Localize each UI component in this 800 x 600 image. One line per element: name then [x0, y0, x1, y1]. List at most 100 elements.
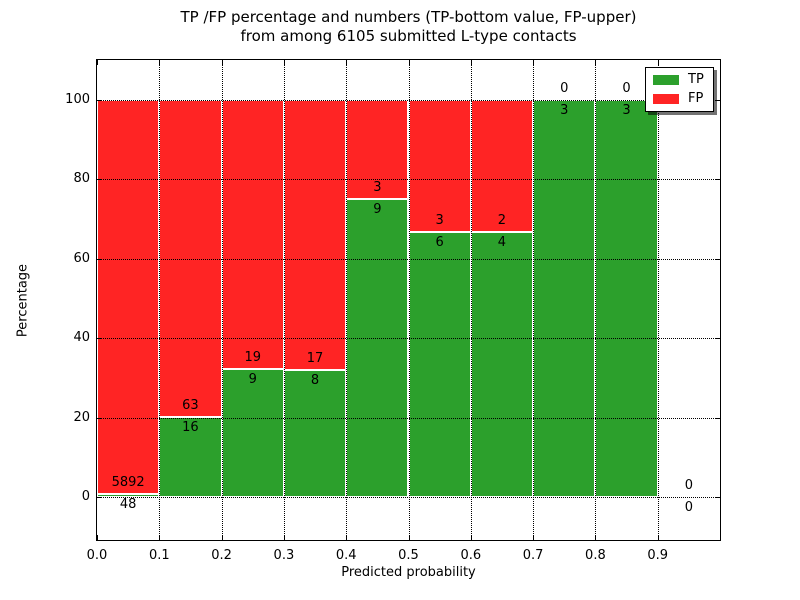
fp-count-label: 0	[622, 81, 631, 96]
vertical-gridline	[533, 60, 535, 540]
x-tick-label: 0.1	[148, 548, 170, 563]
tp-color-swatch	[653, 75, 679, 85]
tp-bar-segment	[221, 369, 284, 497]
y-tick-label: 60	[73, 250, 90, 266]
y-tick-mark-right	[715, 258, 720, 260]
x-tick-label: 0.0	[86, 548, 108, 563]
y-tick-label: 100	[65, 92, 90, 107]
fp-count-label: 0	[560, 81, 569, 96]
x-tick-mark	[159, 535, 161, 540]
legend: TP FP	[645, 67, 714, 112]
fp-bar-segment	[97, 100, 160, 494]
chart-title-line2: from among 6105 submitted L-type contact…	[240, 27, 577, 45]
fp-count-label: 5892	[111, 474, 145, 490]
y-tick-mark	[97, 497, 102, 498]
vertical-gridline	[657, 60, 659, 540]
tp-count-label: 4	[497, 235, 507, 251]
x-tick-mark-top	[97, 60, 98, 65]
fp-count-label: 3	[435, 213, 444, 229]
y-tick-mark	[97, 338, 102, 340]
chart-title: TP /FP percentage and numbers (TP-bottom…	[97, 8, 720, 46]
y-tick-mark-right	[715, 417, 720, 419]
x-tick-label: 0.4	[335, 548, 357, 563]
y-tick-label: 20	[73, 409, 90, 425]
x-tick-mark-top	[533, 60, 535, 65]
fp-bar-segment	[283, 100, 347, 370]
y-tick-mark	[97, 258, 102, 260]
x-tick-mark-top	[346, 60, 348, 65]
vertical-gridline	[346, 60, 348, 540]
legend-entry-fp: FP	[653, 92, 704, 106]
fp-count-label: 3	[373, 180, 382, 196]
tp-bar-segment	[408, 232, 471, 497]
x-tick-mark	[657, 535, 659, 540]
tp-count-label: 16	[182, 419, 199, 435]
tp-bar-segment	[346, 199, 409, 497]
x-tick-label: 0.8	[585, 548, 606, 563]
tp-count-label: 9	[373, 202, 382, 218]
tp-count-label: 6	[435, 235, 444, 251]
tp-bar-segment	[533, 100, 596, 497]
fp-color-swatch	[653, 94, 679, 104]
tp-bar-segment	[595, 100, 658, 497]
y-tick-mark	[97, 417, 102, 419]
vertical-gridline	[159, 60, 161, 540]
x-tick-label: 0.9	[647, 548, 669, 563]
fp-count-label: 17	[306, 350, 324, 366]
legend-label: FP	[688, 91, 704, 106]
tp-bar-segment	[159, 416, 222, 497]
x-tick-mark	[408, 535, 410, 540]
tp-bar-segment	[470, 232, 534, 497]
y-tick-mark	[97, 100, 102, 101]
x-tick-label: 0.7	[522, 548, 544, 563]
x-tick-mark-top	[159, 60, 161, 65]
y-tick-mark-right	[715, 100, 720, 101]
x-tick-mark-top	[595, 60, 597, 65]
x-tick-mark-top	[408, 60, 410, 65]
tp-bar-segment	[283, 369, 347, 497]
tp-count-label: 0	[684, 500, 693, 515]
fp-count-label: 63	[182, 397, 199, 413]
vertical-gridline	[470, 60, 472, 540]
y-tick-label: 40	[73, 330, 90, 346]
x-tick-mark	[595, 535, 597, 540]
vertical-gridline	[283, 60, 285, 540]
x-tick-mark-top	[470, 60, 472, 65]
legend-entry-tp: TP	[653, 73, 704, 87]
x-axis-label: Predicted probability	[341, 565, 476, 580]
y-axis-label: Percentage	[15, 263, 31, 338]
y-tick-label: 0	[81, 489, 90, 504]
fp-count-label: 0	[684, 478, 693, 493]
chart-title-line1: TP /FP percentage and numbers (TP-bottom…	[180, 8, 637, 26]
x-tick-mark-top	[283, 60, 285, 65]
tp-count-label: 48	[119, 496, 137, 512]
x-tick-mark-top	[657, 60, 659, 65]
x-tick-mark	[533, 535, 535, 540]
x-tick-label: 0.2	[211, 548, 232, 563]
y-tick-label: 80	[73, 171, 90, 187]
vertical-gridline	[221, 60, 223, 540]
x-tick-mark	[283, 535, 285, 540]
x-tick-mark	[346, 535, 348, 540]
y-tick-mark	[97, 179, 102, 181]
x-tick-mark-top	[221, 60, 223, 65]
tp-count-label: 3	[622, 103, 631, 118]
y-tick-mark-right	[715, 338, 720, 340]
x-tick-mark	[470, 535, 472, 540]
y-tick-mark-right	[715, 497, 720, 498]
tp-count-label: 8	[310, 372, 320, 388]
tp-count-label: 9	[248, 372, 257, 388]
y-tick-mark-right	[715, 179, 720, 181]
fp-count-label: 2	[497, 213, 507, 229]
plot-area: 5892 48 63 16 19 9 17 8 3 9 3 6 2 4 0 3 0 3 0 0 0.0 0.1 0.2 0.3…	[65, 59, 721, 563]
x-tick-label: 0.3	[273, 548, 295, 563]
fp-bar-segment	[221, 100, 284, 370]
tp-bar-segment	[97, 493, 160, 497]
fp-count-label: 19	[244, 350, 262, 366]
vertical-gridline	[595, 60, 597, 540]
vertical-gridline	[408, 60, 410, 540]
tp-count-label: 3	[560, 103, 569, 118]
x-tick-mark	[221, 535, 223, 540]
x-tick-label: 0.6	[460, 548, 482, 563]
